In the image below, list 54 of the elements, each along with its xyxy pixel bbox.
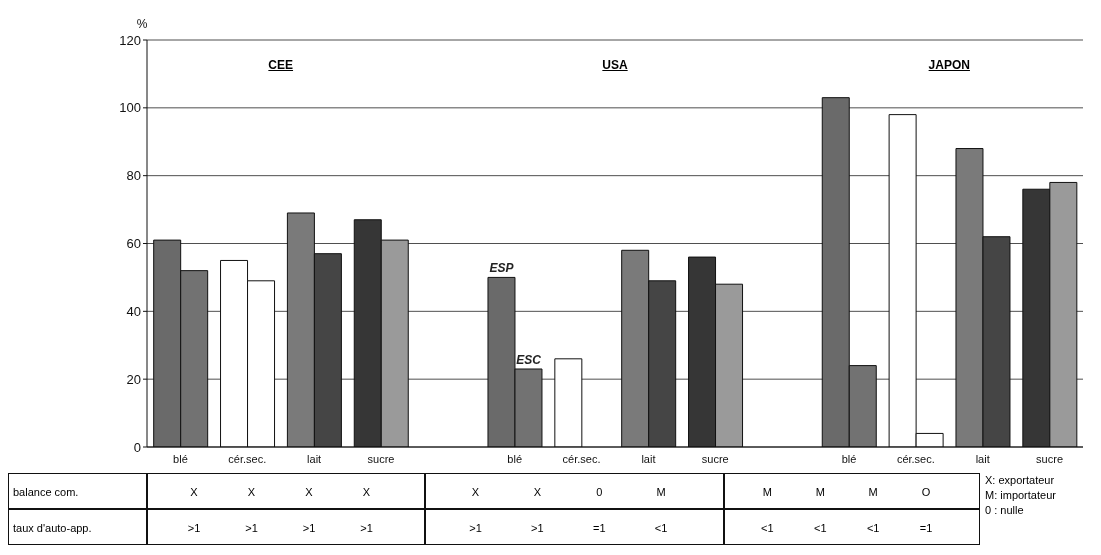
text: 0 : nulle bbox=[985, 503, 1025, 518]
text: >1 bbox=[360, 521, 373, 536]
y-tick-label: 100 bbox=[119, 100, 141, 116]
y-tick-label: 0 bbox=[133, 439, 141, 455]
text: X bbox=[362, 485, 371, 500]
text: M: importateur bbox=[985, 488, 1056, 503]
text: <1 bbox=[866, 521, 880, 536]
text: <1 bbox=[761, 521, 774, 536]
text: >1 bbox=[531, 521, 544, 536]
text: X: exportateur bbox=[985, 473, 1056, 488]
y-axis-title: % bbox=[136, 17, 148, 31]
text: M bbox=[762, 485, 772, 500]
x-tick-label: blé bbox=[507, 452, 523, 465]
text: balance com. bbox=[8, 473, 147, 509]
text: O bbox=[921, 485, 931, 500]
y-tick-label: 60 bbox=[126, 236, 141, 252]
text: 0 bbox=[596, 485, 603, 500]
y-tick-label: 120 bbox=[119, 32, 141, 48]
text: M bbox=[656, 485, 666, 500]
text: X bbox=[190, 485, 198, 500]
text: M bbox=[868, 485, 878, 500]
text: >1 bbox=[469, 521, 482, 536]
text: >1 bbox=[302, 521, 316, 536]
x-tick-label: lait bbox=[641, 452, 656, 465]
x-tick-label: sucre bbox=[701, 452, 729, 465]
text: X bbox=[247, 485, 256, 500]
x-tick-label: lait bbox=[975, 452, 990, 465]
series-label: ESC bbox=[516, 352, 542, 367]
x-tick-label: cér.sec. bbox=[896, 452, 935, 465]
text: X bbox=[533, 485, 542, 500]
x-tick-label: sucre bbox=[367, 452, 395, 465]
annotation: USA bbox=[601, 58, 629, 72]
text: M bbox=[815, 485, 825, 500]
y-tick-label: 80 bbox=[126, 168, 141, 184]
text: >1 bbox=[245, 521, 258, 536]
series-label: ESP bbox=[489, 261, 515, 276]
text: X bbox=[471, 485, 480, 500]
y-tick-label: 20 bbox=[126, 371, 141, 387]
text: =1 bbox=[919, 521, 933, 536]
text: >1 bbox=[187, 521, 201, 536]
text: <1 bbox=[654, 521, 668, 536]
x-tick-label: sucre bbox=[1036, 452, 1064, 465]
x-tick-label: cér.sec. bbox=[228, 452, 267, 465]
x-tick-label: blé bbox=[841, 452, 857, 465]
annotation: CEE bbox=[267, 58, 295, 72]
x-tick-label: cér.sec. bbox=[562, 452, 601, 465]
y-tick-label: 40 bbox=[126, 303, 141, 319]
x-tick-label: lait bbox=[307, 452, 322, 465]
x-tick-label: blé bbox=[173, 452, 188, 465]
text: <1 bbox=[813, 521, 827, 536]
text: =1 bbox=[592, 521, 606, 536]
text: X bbox=[305, 485, 313, 500]
text: taux d'auto-app. bbox=[8, 509, 147, 545]
annotation: JAPON bbox=[927, 58, 971, 72]
